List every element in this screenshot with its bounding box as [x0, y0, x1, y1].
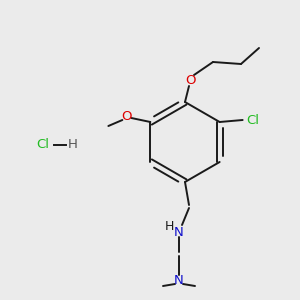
Text: O: O	[186, 74, 196, 86]
Text: N: N	[174, 226, 184, 238]
Text: Cl: Cl	[246, 113, 259, 127]
Text: Cl: Cl	[37, 139, 50, 152]
Text: N: N	[174, 274, 184, 286]
Text: O: O	[121, 110, 132, 122]
Text: H: H	[164, 220, 174, 233]
Text: H: H	[68, 139, 78, 152]
